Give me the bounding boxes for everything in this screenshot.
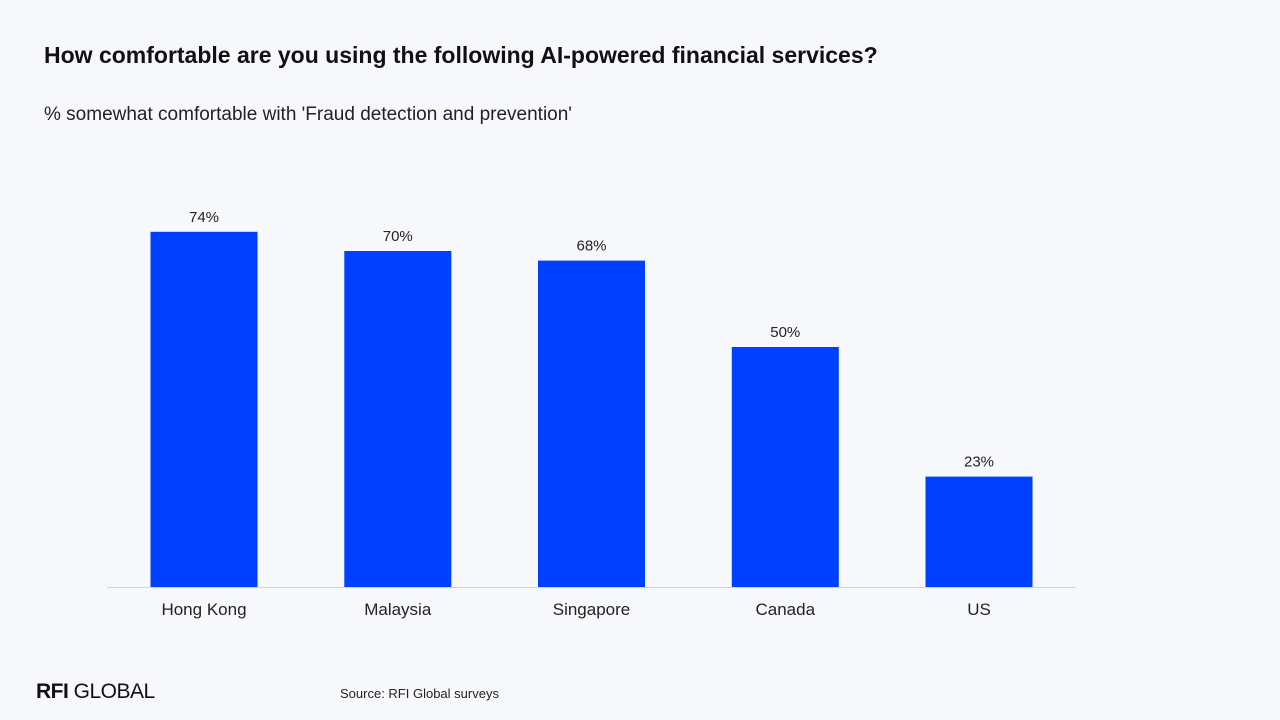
- chart-subtitle: % somewhat comfortable with 'Fraud detec…: [44, 104, 572, 125]
- page-title: How comfortable are you using the follow…: [44, 42, 878, 68]
- data-label-us: 23%: [964, 454, 994, 471]
- data-label-canada: 50%: [770, 324, 800, 341]
- x-tick-label-canada: Canada: [755, 600, 815, 619]
- data-label-malaysia: 70%: [383, 228, 413, 245]
- bar-canada: [731, 347, 839, 587]
- rfi-global-logo: RFI GLOBAL: [36, 680, 155, 704]
- x-tick-label-hong-kong: Hong Kong: [161, 600, 246, 619]
- x-tick-label-singapore: Singapore: [553, 600, 631, 619]
- source-note: Source: RFI Global surveys: [340, 686, 499, 701]
- logo-regular-text: GLOBAL: [68, 680, 156, 703]
- data-label-hong-kong: 74%: [189, 209, 219, 226]
- bar-singapore: [538, 260, 645, 587]
- logo-bold-text: RFI: [36, 680, 69, 703]
- data-label-singapore: 68%: [576, 238, 606, 255]
- bar-us: [925, 476, 1033, 587]
- x-tick-label-malaysia: Malaysia: [364, 600, 432, 619]
- x-tick-label-us: US: [967, 600, 991, 619]
- bar-hong-kong: [150, 231, 258, 588]
- bar-malaysia: [344, 251, 452, 587]
